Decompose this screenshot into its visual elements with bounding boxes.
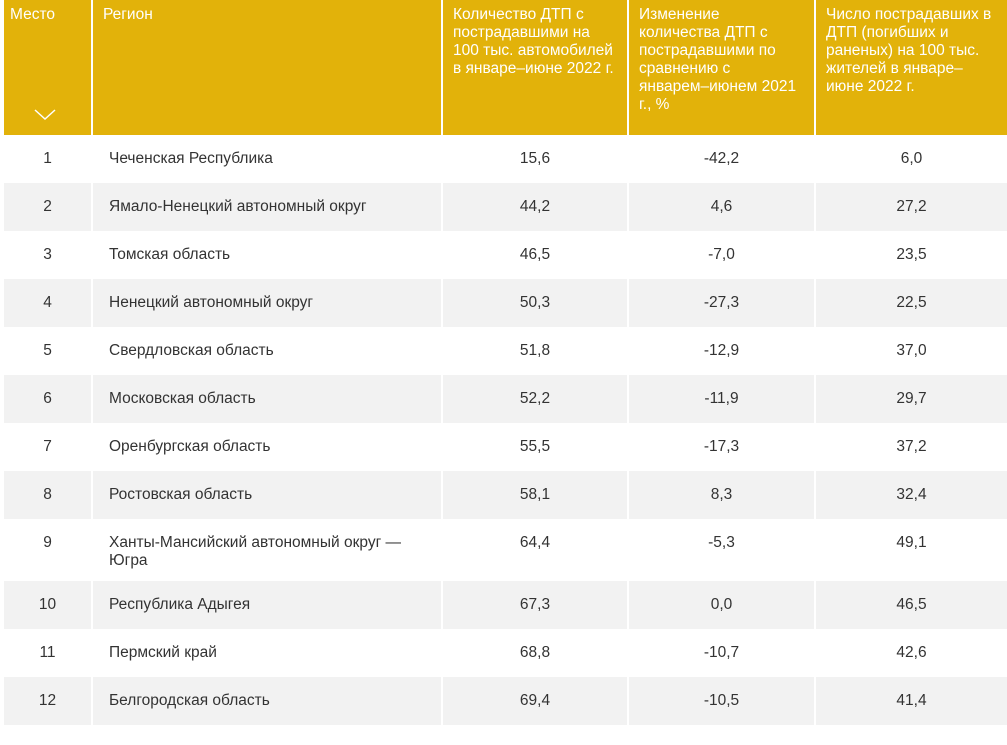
region-cell: Пермский край xyxy=(91,629,442,677)
header-region[interactable]: Регион xyxy=(91,0,442,135)
region-cell: Белгородская область xyxy=(91,677,442,725)
place-cell: 6 xyxy=(4,375,92,423)
change-cell: 8,3 xyxy=(627,471,815,519)
place-cell: 12 xyxy=(4,677,92,725)
table-row: 9 Ханты-Мансийский автономный округ — Югр… xyxy=(4,519,1007,581)
place-cell: 5 xyxy=(43,342,52,359)
place-cell: 4 xyxy=(4,279,92,327)
table-row: 3 Томская область 46,5 -7,0 23,5 xyxy=(4,231,1007,279)
header-region-label: Регион xyxy=(103,6,153,23)
place-cell: 10 xyxy=(4,581,92,629)
change-cell: 0,0 xyxy=(627,581,815,629)
table-header: Место Регион Количество ДТП с пострадавш… xyxy=(4,0,1007,135)
header-change[interactable]: Изменение количества ДТП с пострадавшими… xyxy=(627,0,815,135)
change-cell: -42,2 xyxy=(627,135,815,183)
region-cell: Ханты-Мансийский автономный округ — Югра xyxy=(91,519,442,581)
region-cell: Ростовская область xyxy=(91,471,442,519)
count-cell: 46,5 xyxy=(441,231,628,279)
victims-cell: 29,7 xyxy=(814,375,1007,423)
table-row: 1 Чеченская Республика 15,6 -42,2 6,0 xyxy=(4,135,1007,183)
count-cell: 67,3 xyxy=(441,581,628,629)
header-place-label: Место xyxy=(10,6,56,23)
ranking-table: Место Регион Количество ДТП с пострадавш… xyxy=(4,0,1007,725)
place-cell: 7 xyxy=(43,438,52,455)
header-victims[interactable]: Число пострадавших в ДТП (погибших и ран… xyxy=(814,0,1007,135)
victims-cell: 23,5 xyxy=(814,231,1007,279)
victims-cell: 27,2 xyxy=(814,183,1007,231)
victims-cell: 41,4 xyxy=(814,677,1007,725)
count-cell: 64,4 xyxy=(441,519,628,581)
table-row: 4 Ненецкий автономный округ 50,3 -27,3 22,5 xyxy=(4,279,1007,327)
table-row: 12 Белгородская область 69,4 -10,5 41,4 xyxy=(4,677,1007,725)
victims-cell: 22,5 xyxy=(814,279,1007,327)
count-cell: 15,6 xyxy=(441,135,628,183)
victims-cell: 46,5 xyxy=(814,581,1007,629)
victims-cell: 49,1 xyxy=(814,519,1007,581)
chevron-down-icon[interactable] xyxy=(34,109,56,121)
place-cell: 3 xyxy=(43,246,52,263)
header-victims-label: Число пострадавших в ДТП (погибших и ран… xyxy=(826,6,992,95)
region-cell: Оренбургская область xyxy=(91,423,442,471)
change-cell: -5,3 xyxy=(627,519,815,581)
change-cell: -17,3 xyxy=(627,423,815,471)
region-cell: Ямало-Ненецкий автономный округ xyxy=(91,183,442,231)
table-row: 2 Ямало-Ненецкий автономный округ 44,2 4,6 2… xyxy=(4,183,1007,231)
place-cell: 1 xyxy=(43,150,52,167)
count-cell: 55,5 xyxy=(441,423,628,471)
count-cell: 68,8 xyxy=(441,629,628,677)
change-cell: 4,6 xyxy=(627,183,815,231)
region-cell: Московская область xyxy=(91,375,442,423)
change-cell: -12,9 xyxy=(627,327,815,375)
table-row: 8 Ростовская область 58,1 8,3 32,4 xyxy=(4,471,1007,519)
region-cell: Ненецкий автономный округ xyxy=(91,279,442,327)
count-cell: 50,3 xyxy=(441,279,628,327)
change-cell: -10,5 xyxy=(627,677,815,725)
region-cell: Чеченская Республика xyxy=(91,135,442,183)
table-row: 6 Московская область 52,2 -11,9 29,7 xyxy=(4,375,1007,423)
region-cell: Республика Адыгея xyxy=(91,581,442,629)
header-change-label: Изменение количества ДТП с пострадавшими… xyxy=(639,6,797,113)
change-cell: -7,0 xyxy=(627,231,815,279)
table-row: 11 Пермский край 68,8 -10,7 42,6 xyxy=(4,629,1007,677)
count-cell: 52,2 xyxy=(441,375,628,423)
place-cell: 8 xyxy=(4,471,92,519)
place-cell: 2 xyxy=(4,183,92,231)
count-cell: 51,8 xyxy=(441,327,628,375)
region-cell: Свердловская область xyxy=(91,327,442,375)
header-count-label: Количество ДТП с пострадавшими на 100 ты… xyxy=(453,6,614,77)
header-count[interactable]: Количество ДТП с пострадавшими на 100 ты… xyxy=(441,0,628,135)
place-cell: 9 xyxy=(43,534,52,551)
table-row: 10 Республика Адыгея 67,3 0,0 46,5 xyxy=(4,581,1007,629)
header-place[interactable]: Место xyxy=(4,0,92,135)
table-body: 1 Чеченская Республика 15,6 -42,2 6,0 2 Ямало-… xyxy=(4,135,1007,725)
change-cell: -11,9 xyxy=(627,375,815,423)
victims-cell: 6,0 xyxy=(814,135,1007,183)
victims-cell: 42,6 xyxy=(814,629,1007,677)
count-cell: 69,4 xyxy=(441,677,628,725)
victims-cell: 32,4 xyxy=(814,471,1007,519)
table-row: 5 Свердловская область 51,8 -12,9 37,0 xyxy=(4,327,1007,375)
victims-cell: 37,0 xyxy=(814,327,1007,375)
change-cell: -27,3 xyxy=(627,279,815,327)
count-cell: 58,1 xyxy=(441,471,628,519)
victims-cell: 37,2 xyxy=(814,423,1007,471)
count-cell: 44,2 xyxy=(441,183,628,231)
change-cell: -10,7 xyxy=(627,629,815,677)
table-row: 7 Оренбургская область 55,5 -17,3 37,2 xyxy=(4,423,1007,471)
place-cell: 11 xyxy=(39,644,56,661)
region-cell: Томская область xyxy=(91,231,442,279)
